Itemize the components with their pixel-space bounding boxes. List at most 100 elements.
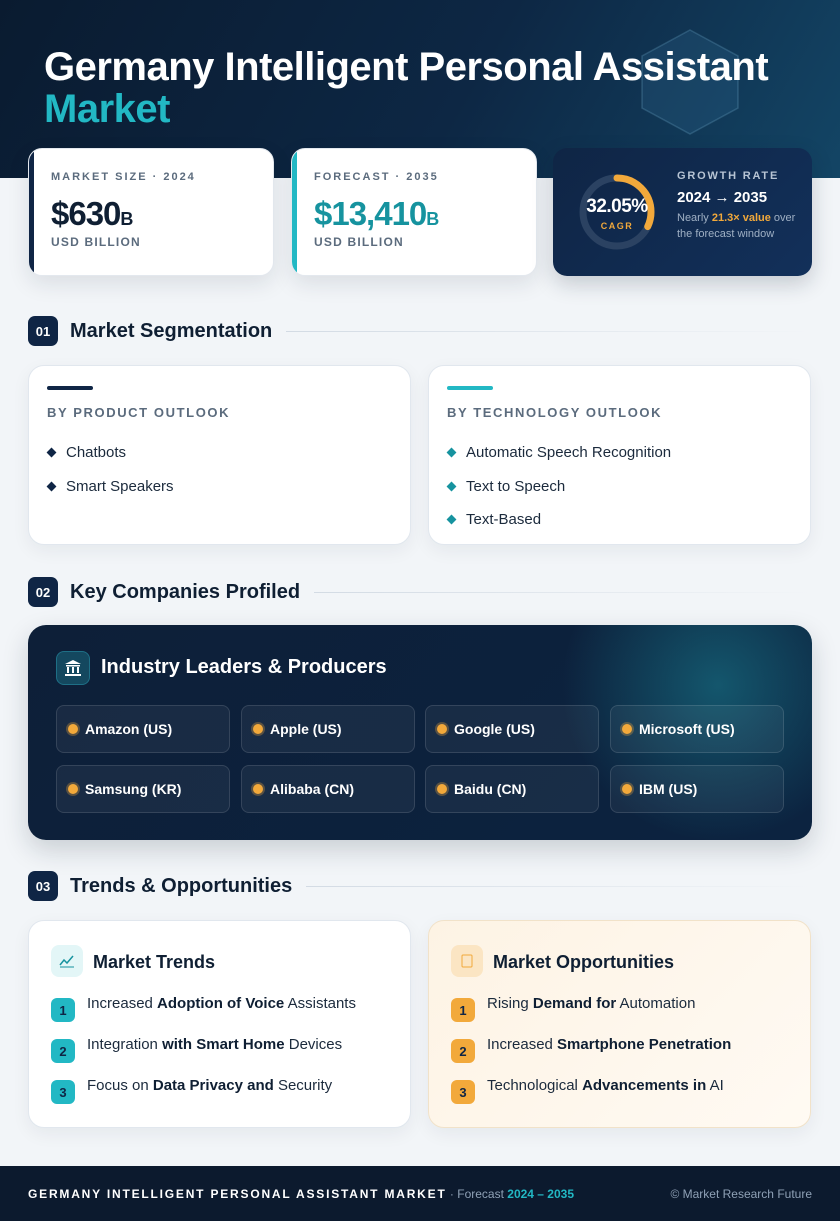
trend-item: 2 Integration with Smart Home Devices bbox=[51, 1036, 343, 1063]
market-size-unit: USD BILLION bbox=[51, 235, 141, 249]
trend-number: 2 bbox=[51, 1039, 75, 1063]
title-line-2: Market bbox=[44, 87, 170, 131]
card-accent-bar bbox=[292, 149, 297, 275]
company-chip: IBM (US) bbox=[610, 765, 784, 813]
card-accent-line bbox=[47, 386, 93, 390]
growth-note-highlight: 21.3× value bbox=[711, 212, 771, 224]
company-chip: Google (US) bbox=[425, 705, 599, 753]
trend-item: 3 Focus on Data Privacy and Security bbox=[51, 1077, 333, 1104]
opportunity-item: 1 Rising Demand for Automation bbox=[451, 995, 695, 1022]
diamond-bullet-icon bbox=[446, 447, 457, 458]
section-divider bbox=[314, 591, 812, 593]
bullet-dot-icon bbox=[437, 784, 447, 794]
list-item-label: Chatbots bbox=[66, 444, 127, 462]
cagr-ring bbox=[579, 174, 655, 250]
company-name: Alibaba (CN) bbox=[270, 781, 354, 797]
list-item: Smart Speakers bbox=[46, 470, 174, 504]
section-title: Trends & Opportunities bbox=[70, 874, 293, 897]
opportunity-text: Increased Smartphone Penetration bbox=[487, 1035, 731, 1055]
list-item-label: Automatic Speech Recognition bbox=[466, 444, 672, 462]
opportunity-text: Technological Advancements in AI bbox=[487, 1076, 724, 1096]
market-opportunities-title: Market Opportunities bbox=[493, 952, 675, 972]
trend-text-bold: with Smart Home bbox=[162, 1036, 285, 1053]
diamond-bullet-icon bbox=[446, 481, 457, 492]
line-chart-icon bbox=[51, 945, 83, 977]
opportunity-number: 3 bbox=[451, 1080, 475, 1104]
section-number: 03 bbox=[28, 871, 58, 901]
bullet-dot-icon bbox=[253, 784, 263, 794]
opportunity-text-pre: Rising bbox=[487, 995, 533, 1012]
bullet-dot-icon bbox=[68, 784, 78, 794]
bank-icon bbox=[56, 651, 90, 685]
page-title: Germany Intelligent Personal Assistant M… bbox=[44, 45, 769, 131]
title-line-1: Germany Intelligent Personal Assistant bbox=[44, 45, 769, 89]
market-size-suffix: B bbox=[120, 209, 134, 229]
growth-note-prefix: Nearly bbox=[677, 212, 712, 224]
opportunity-text: Rising Demand for Automation bbox=[487, 994, 695, 1014]
trend-text-post: Devices bbox=[284, 1036, 343, 1053]
forecast-unit: USD BILLION bbox=[314, 235, 404, 249]
industry-leaders-title: Industry Leaders & Producers bbox=[101, 656, 387, 678]
forecast-suffix: B bbox=[426, 209, 440, 229]
diamond-bullet-icon bbox=[46, 447, 57, 458]
market-opportunities-card: Market Opportunities 1 Rising Demand for… bbox=[428, 920, 811, 1128]
growth-range: 2024 → 2035 bbox=[677, 189, 768, 206]
list-item-label: Smart Speakers bbox=[66, 477, 174, 495]
section-number: 01 bbox=[28, 316, 58, 346]
trend-text-pre: Focus on bbox=[87, 1077, 153, 1094]
bullet-dot-icon bbox=[437, 724, 447, 734]
opportunity-text-bold: Advancements in bbox=[582, 1077, 707, 1094]
market-size-label: MARKET SIZE · 2024 bbox=[51, 171, 196, 183]
card-accent-line bbox=[447, 386, 493, 390]
growth-note-suffix: over the forecast window bbox=[677, 212, 796, 240]
market-trends-title: Market Trends bbox=[93, 952, 216, 972]
forecast-label: FORECAST · 2035 bbox=[314, 171, 439, 183]
trend-text-pre: Integration bbox=[87, 1036, 163, 1053]
trend-number: 3 bbox=[51, 1080, 75, 1104]
footer-copyright: © Market Research Future bbox=[670, 1186, 812, 1201]
bullet-dot-icon bbox=[68, 724, 78, 734]
section-title: Key Companies Profiled bbox=[70, 580, 301, 603]
opportunity-text-pre: Technological bbox=[487, 1077, 583, 1094]
market-size-number: $630 bbox=[51, 195, 121, 232]
forecast-value: $13,410B bbox=[314, 195, 439, 233]
bullet-dot-icon bbox=[253, 724, 263, 734]
trend-number: 1 bbox=[51, 998, 75, 1022]
trend-item: 1 Increased Adoption of Voice Assistants bbox=[51, 995, 356, 1022]
diamond-bullet-icon bbox=[46, 481, 57, 492]
cagr-value: 32.05% bbox=[586, 196, 648, 217]
company-name: Google (US) bbox=[454, 721, 535, 737]
forecast-number: $13,410 bbox=[314, 195, 427, 232]
company-name: Apple (US) bbox=[270, 721, 342, 737]
company-chip: Microsoft (US) bbox=[610, 705, 784, 753]
footer-separator: · Forecast bbox=[446, 1186, 508, 1201]
bullet-dot-icon bbox=[622, 724, 632, 734]
market-size-value: $630B bbox=[51, 195, 133, 233]
company-name: Baidu (CN) bbox=[454, 781, 527, 797]
section-segmentation-header: 01 Market Segmentation bbox=[28, 316, 812, 346]
market-trends-card: Market Trends 1 Increased Adoption of Vo… bbox=[28, 920, 411, 1128]
product-list: Chatbots Smart Speakers bbox=[46, 436, 174, 504]
list-item: Text-Based bbox=[446, 503, 671, 537]
list-item-label: Text to Speech bbox=[466, 477, 566, 495]
opportunity-text-pre: Increased bbox=[487, 1036, 558, 1053]
growth-note: Nearly 21.3× value over the forecast win… bbox=[677, 210, 797, 242]
opportunity-text-bold: Demand for bbox=[532, 995, 617, 1012]
list-item-label: Text-Based bbox=[466, 511, 542, 529]
company-name: IBM (US) bbox=[639, 781, 698, 797]
opportunity-number: 2 bbox=[451, 1039, 475, 1063]
company-name: Amazon (US) bbox=[85, 721, 173, 737]
trend-text-bold: Data Privacy and bbox=[152, 1077, 274, 1094]
section-number: 02 bbox=[28, 577, 58, 607]
company-chip: Alibaba (CN) bbox=[241, 765, 415, 813]
trend-text-post: Security bbox=[273, 1077, 333, 1094]
opportunity-text-bold: Smartphone Penetration bbox=[557, 1036, 732, 1053]
technology-outlook-heading: BY TECHNOLOGY OUTLOOK bbox=[447, 405, 663, 420]
trend-text-pre: Increased bbox=[87, 995, 158, 1012]
section-divider bbox=[286, 330, 812, 332]
footer: GERMANY INTELLIGENT PERSONAL ASSISTANT M… bbox=[0, 1166, 840, 1221]
trend-text: Increased Adoption of Voice Assistants bbox=[87, 994, 356, 1014]
company-chip: Samsung (KR) bbox=[56, 765, 230, 813]
company-name: Samsung (KR) bbox=[85, 781, 182, 797]
opportunity-number: 1 bbox=[451, 998, 475, 1022]
